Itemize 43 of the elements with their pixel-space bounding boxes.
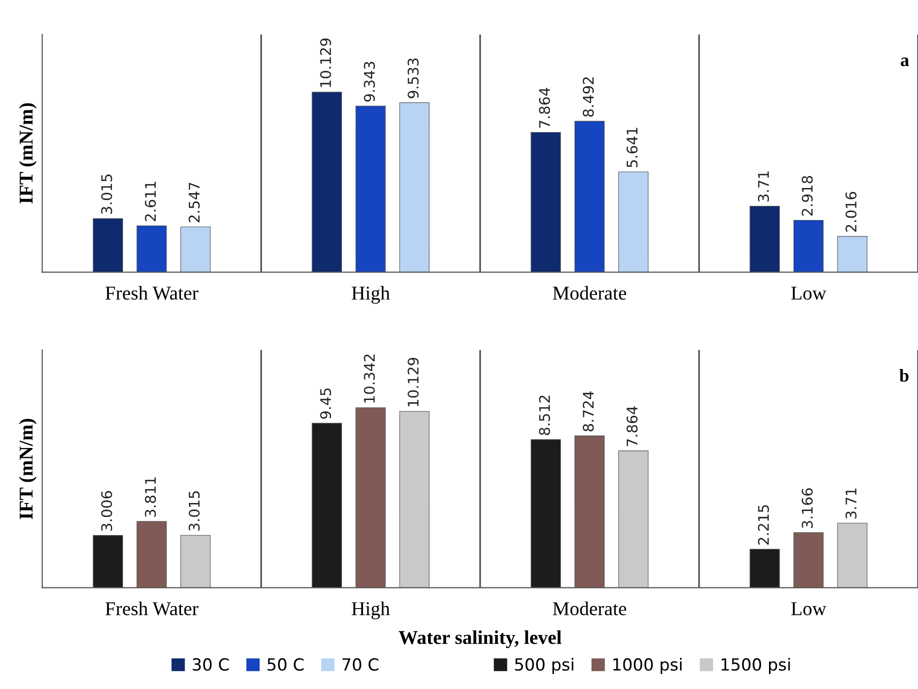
x-tick-label: High (352, 286, 390, 304)
y-axis-title: IFT (mN/m) (19, 418, 37, 520)
text: b (899, 369, 909, 382)
y-axis-title: IFT (mN/m) (19, 103, 37, 204)
text: a (900, 58, 909, 66)
x-tick-label: Low (791, 286, 826, 300)
data-label: 7.864 (626, 406, 638, 446)
data-label: 3.71 (846, 488, 857, 519)
data-label: 2.215 (758, 505, 769, 545)
legend-label: 30 C (192, 658, 229, 671)
legend-label: 50 C (268, 658, 304, 671)
data-label: 9.533 (408, 58, 419, 98)
data-label: 3.015 (188, 491, 200, 531)
data-label: 3.015 (101, 174, 112, 214)
x-axis-title: Water salinity, level (398, 630, 562, 648)
data-label: 8.724 (582, 391, 594, 432)
data-label: 5.641 (626, 128, 638, 168)
data-label: 8.512 (538, 396, 550, 436)
data-label: 9.343 (364, 62, 375, 102)
data-label: 3.166 (802, 488, 813, 528)
legend-label: 1000 psi (613, 658, 682, 674)
data-label: 2.016 (846, 192, 857, 232)
data-label: 3.811 (144, 477, 156, 517)
data-label: 3.006 (101, 491, 112, 531)
x-tick-label: Fresh Water (105, 602, 198, 616)
data-label: 10.129 (408, 358, 419, 406)
data-label: 2.918 (802, 176, 813, 216)
data-label: 2.611 (144, 182, 156, 222)
x-tick-label: Fresh Water (105, 286, 198, 300)
x-tick-label: Moderate (552, 602, 626, 616)
data-label: 3.71 (758, 172, 769, 202)
legend-label: 1500 psi (722, 658, 790, 674)
data-label: 9.45 (320, 388, 332, 419)
data-label: 8.492 (582, 77, 594, 117)
x-tick-label: Moderate (552, 286, 626, 300)
data-label: 10.342 (364, 354, 375, 403)
data-label: 2.547 (188, 182, 200, 222)
legend-label: 500 psi (515, 658, 574, 674)
data-label: 10.129 (320, 38, 332, 87)
data-label: 7.864 (538, 88, 550, 128)
x-tick-label: High (352, 602, 390, 620)
x-tick-label: Low (791, 602, 826, 616)
legend-label: 70 C (342, 658, 378, 671)
